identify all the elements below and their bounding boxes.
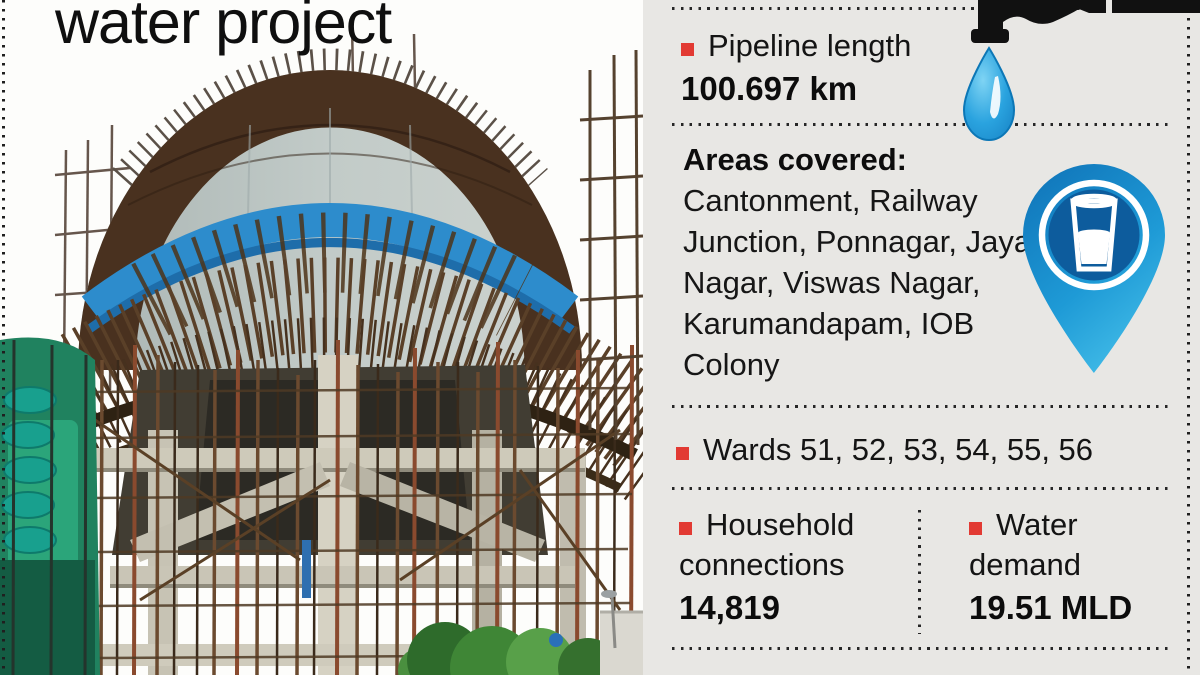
compound-wall bbox=[600, 610, 643, 675]
red-bullet-icon bbox=[969, 522, 982, 535]
stat-wards: Wards 51, 52, 53, 54, 55, 56 bbox=[676, 430, 1093, 470]
pipeline-value: 100.697 km bbox=[681, 70, 858, 107]
lamp-post bbox=[601, 590, 617, 649]
pipeline-label: Pipeline length bbox=[708, 28, 912, 63]
separator bbox=[672, 123, 1171, 127]
separator bbox=[672, 647, 1171, 651]
water-glass-icon bbox=[1070, 193, 1118, 272]
photo-section: water project bbox=[0, 0, 643, 675]
red-bullet-icon bbox=[679, 522, 692, 535]
ledgers bbox=[87, 386, 633, 660]
separator bbox=[672, 405, 1171, 409]
blue-details bbox=[302, 540, 563, 647]
household-label: Household connections bbox=[679, 507, 855, 582]
areas-body: Cantonment, Railway Junction, Ponnagar, … bbox=[683, 183, 1032, 382]
household-value: 14,819 bbox=[679, 589, 780, 626]
water-demand-value: 19.51 MLD bbox=[969, 589, 1133, 626]
pipeline-label-row: Pipeline length bbox=[681, 26, 911, 66]
wards-label: Wards 51, 52, 53, 54, 55, 56 bbox=[703, 432, 1094, 467]
diagonal-braces bbox=[94, 418, 622, 611]
water-drop-icon bbox=[962, 46, 1016, 141]
areas-covered: Areas covered: Cantonment, Railway Junct… bbox=[683, 139, 1041, 385]
scaffold-poles bbox=[87, 49, 643, 675]
separator bbox=[672, 7, 1171, 11]
stat-pipeline: Pipeline length 100.697 km bbox=[681, 26, 911, 109]
column-divider bbox=[918, 510, 922, 634]
water-demand-label-row: Water demand bbox=[969, 505, 1139, 585]
location-pin-water-glass-icon bbox=[1023, 163, 1165, 373]
right-edge-dotted-line bbox=[1187, 0, 1191, 675]
construction-photo bbox=[0, 21, 643, 675]
stat-household-connections: Household connections 14,819 bbox=[679, 505, 894, 628]
right-scaffold-tower bbox=[579, 49, 643, 446]
formwork-rim bbox=[78, 70, 582, 371]
tap-icon bbox=[971, 0, 1200, 43]
red-bullet-icon bbox=[676, 447, 689, 460]
green-safety-net bbox=[0, 337, 100, 675]
left-edge-dotted-line bbox=[2, 0, 6, 675]
concrete-seams bbox=[247, 108, 413, 216]
stat-water-demand: Water demand 19.51 MLD bbox=[969, 505, 1139, 628]
separator bbox=[672, 487, 1171, 491]
info-panel: Pipeline length 100.697 km Areas covered… bbox=[643, 0, 1200, 675]
pin-ring bbox=[1038, 179, 1150, 291]
areas-heading: Areas covered: bbox=[683, 142, 908, 177]
water-demand-label: Water demand bbox=[969, 507, 1082, 582]
headline: water project bbox=[55, 0, 392, 56]
red-bullet-icon bbox=[681, 43, 694, 56]
household-label-row: Household connections bbox=[679, 505, 894, 585]
